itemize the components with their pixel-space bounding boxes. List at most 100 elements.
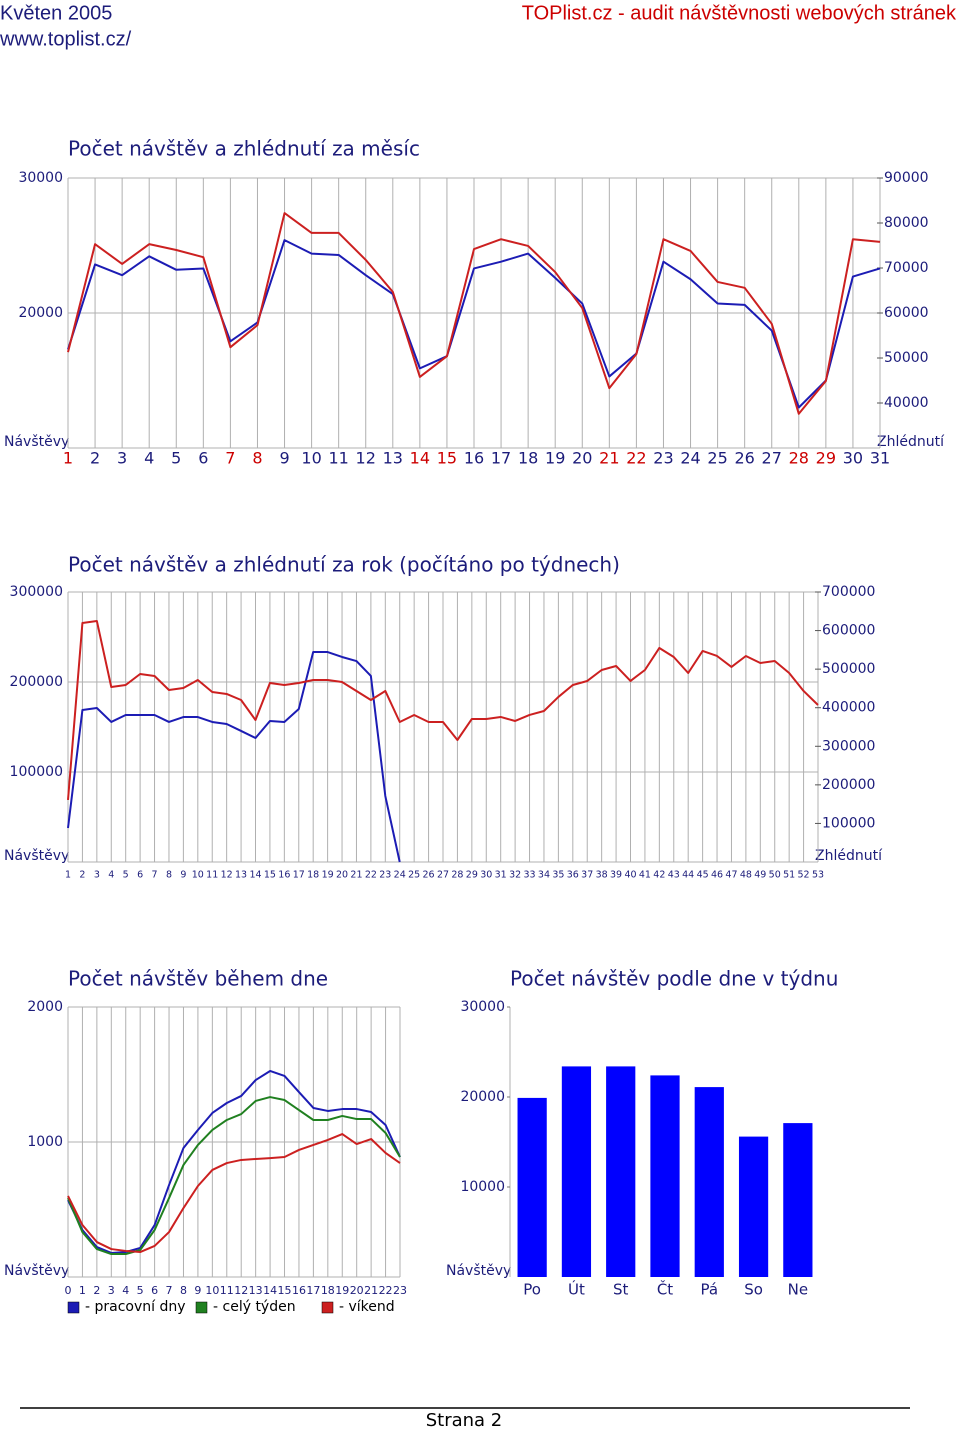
x-tick-label: 31 bbox=[870, 449, 890, 468]
x-tick-label: 0 bbox=[65, 1284, 72, 1297]
x-tick-label: 9 bbox=[180, 870, 186, 881]
y-tick-label: 1000 bbox=[27, 1134, 63, 1150]
x-tick-label: Pá bbox=[700, 1281, 718, 1299]
x-tick-label: 4 bbox=[122, 1284, 129, 1297]
x-tick-label: 39 bbox=[610, 870, 622, 881]
period: Květen 2005 bbox=[0, 2, 112, 24]
x-tick-label: 15 bbox=[437, 449, 457, 468]
x-tick-label: 25 bbox=[707, 449, 727, 468]
x-tick-label: 15 bbox=[278, 1284, 292, 1297]
x-tick-label: 6 bbox=[137, 870, 143, 881]
x-tick-label: 42 bbox=[653, 870, 665, 881]
y2-tick-label: 40000 bbox=[884, 395, 929, 411]
x-tick-label: St bbox=[613, 1281, 629, 1299]
x-tick-label: 24 bbox=[394, 870, 406, 881]
series-line bbox=[67, 212, 881, 415]
chart-title: Počet návštěv podle dne v týdnu bbox=[510, 967, 838, 991]
x-tick-label: 13 bbox=[383, 449, 403, 468]
x-tick-label: Po bbox=[523, 1281, 541, 1299]
x-tick-label: 51 bbox=[783, 870, 795, 881]
x-tick-label: 18 bbox=[321, 1284, 335, 1297]
x-tick-label: 16 bbox=[464, 449, 484, 468]
x-tick-label: 29 bbox=[466, 870, 478, 881]
x-tick-label: 36 bbox=[567, 870, 579, 881]
x-tick-label: 12 bbox=[356, 449, 376, 468]
x-tick-label: 23 bbox=[379, 870, 391, 881]
x-tick-label: 16 bbox=[292, 1284, 306, 1297]
x-tick-label: 7 bbox=[152, 870, 158, 881]
x-tick-label: 18 bbox=[518, 449, 538, 468]
x-tick-label: 5 bbox=[123, 870, 129, 881]
x-tick-label: 34 bbox=[538, 870, 550, 881]
bar bbox=[606, 1066, 636, 1277]
y-tick-label: 30000 bbox=[18, 170, 63, 186]
x-tick-label: 5 bbox=[137, 1284, 144, 1297]
x-tick-label: 7 bbox=[225, 449, 235, 468]
legend-label: - víkend bbox=[339, 1299, 395, 1315]
x-tick-label: 14 bbox=[410, 449, 430, 468]
bar bbox=[561, 1066, 592, 1277]
chart-title: Počet návštěv během dne bbox=[68, 967, 328, 991]
x-tick-label: 37 bbox=[581, 870, 593, 881]
x-tick-label: Út bbox=[568, 1280, 585, 1299]
x-tick-label: 47 bbox=[725, 870, 737, 881]
x-tick-label: 11 bbox=[328, 449, 348, 468]
x-tick-label: 4 bbox=[144, 449, 154, 468]
y-axis-label: Návštěvy bbox=[4, 848, 69, 864]
y2-tick-label: 700000 bbox=[822, 584, 875, 600]
chart-title: Počet návštěv a zhlédnutí za měsíc bbox=[68, 137, 420, 161]
x-tick-label: 30 bbox=[843, 449, 863, 468]
x-tick-label: 28 bbox=[789, 449, 809, 468]
y-tick-label: 10000 bbox=[460, 1179, 505, 1195]
x-tick-label: 14 bbox=[249, 870, 261, 881]
x-tick-label: 24 bbox=[680, 449, 700, 468]
x-tick-label: 20 bbox=[350, 1284, 364, 1297]
page-number: Strana 2 bbox=[426, 1410, 503, 1431]
x-tick-label: 21 bbox=[364, 1284, 378, 1297]
y-tick-label: 200000 bbox=[10, 674, 63, 690]
site: www.toplist.cz/ bbox=[0, 28, 132, 50]
series-line bbox=[67, 1096, 401, 1256]
series-line bbox=[67, 1069, 401, 1254]
bar bbox=[650, 1075, 680, 1277]
y2-tick-label: 500000 bbox=[822, 661, 875, 677]
x-tick-label: 23 bbox=[653, 449, 673, 468]
x-tick-label: 27 bbox=[762, 449, 782, 468]
x-tick-label: 9 bbox=[194, 1284, 201, 1297]
y-axis-label: Návštěvy bbox=[4, 1263, 69, 1279]
x-tick-label: 11 bbox=[206, 870, 218, 881]
x-tick-label: 9 bbox=[279, 449, 289, 468]
x-tick-label: 22 bbox=[379, 1284, 393, 1297]
y2-tick-label: 80000 bbox=[884, 215, 929, 231]
x-tick-label: 49 bbox=[754, 870, 766, 881]
x-tick-label: 1 bbox=[63, 449, 73, 468]
x-tick-label: 3 bbox=[94, 870, 100, 881]
x-tick-label: 8 bbox=[252, 449, 262, 468]
x-tick-label: 2 bbox=[90, 449, 100, 468]
y2-tick-label: 50000 bbox=[884, 350, 929, 366]
y2-tick-label: 60000 bbox=[884, 305, 929, 321]
chart-title: Počet návštěv a zhlédnutí za rok (počítá… bbox=[68, 553, 620, 577]
x-tick-label: Čt bbox=[657, 1280, 673, 1299]
bar bbox=[738, 1136, 769, 1277]
report-title: TOPlist.cz - audit návštěvnosti webových… bbox=[522, 2, 957, 24]
x-tick-label: 13 bbox=[249, 1284, 263, 1297]
y2-tick-label: 90000 bbox=[884, 170, 929, 186]
y-tick-label: 30000 bbox=[460, 999, 505, 1015]
x-tick-label: 21 bbox=[350, 870, 362, 881]
y-tick-label: 20000 bbox=[460, 1089, 505, 1105]
legend-label: - celý týden bbox=[213, 1299, 296, 1315]
x-tick-label: 15 bbox=[264, 870, 276, 881]
y-axis-label: Návštěvy bbox=[446, 1263, 511, 1279]
x-tick-label: So bbox=[744, 1281, 763, 1299]
x-tick-label: 2 bbox=[93, 1284, 100, 1297]
y-tick-label: 100000 bbox=[10, 764, 63, 780]
x-tick-label: 12 bbox=[234, 1284, 248, 1297]
x-tick-label: 2 bbox=[79, 870, 85, 881]
x-tick-label: 8 bbox=[180, 1284, 187, 1297]
legend-swatch bbox=[195, 1301, 208, 1314]
x-tick-label: 27 bbox=[437, 870, 449, 881]
x-tick-label: 10 bbox=[301, 449, 321, 468]
x-tick-label: 6 bbox=[151, 1284, 158, 1297]
